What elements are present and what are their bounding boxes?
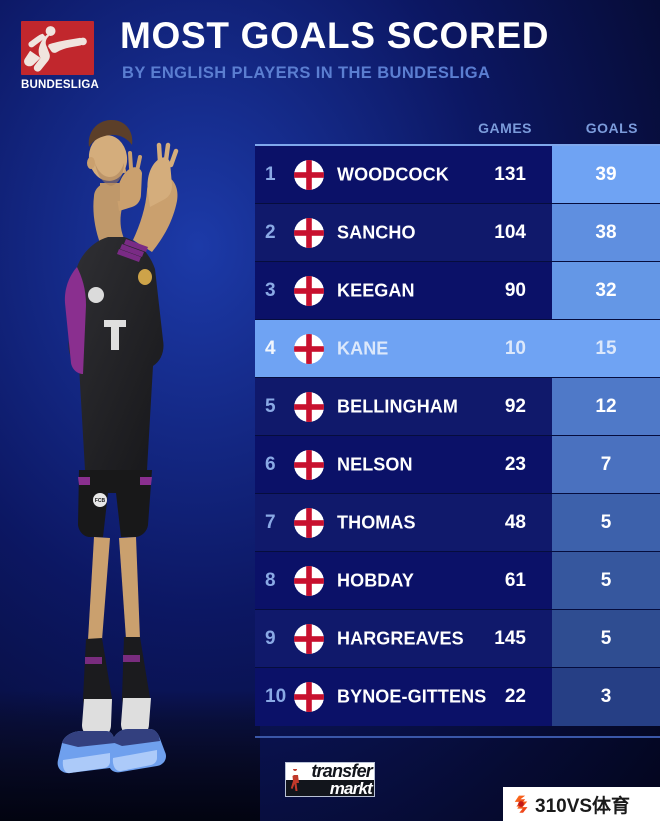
svg-text:FCB: FCB xyxy=(95,498,106,504)
